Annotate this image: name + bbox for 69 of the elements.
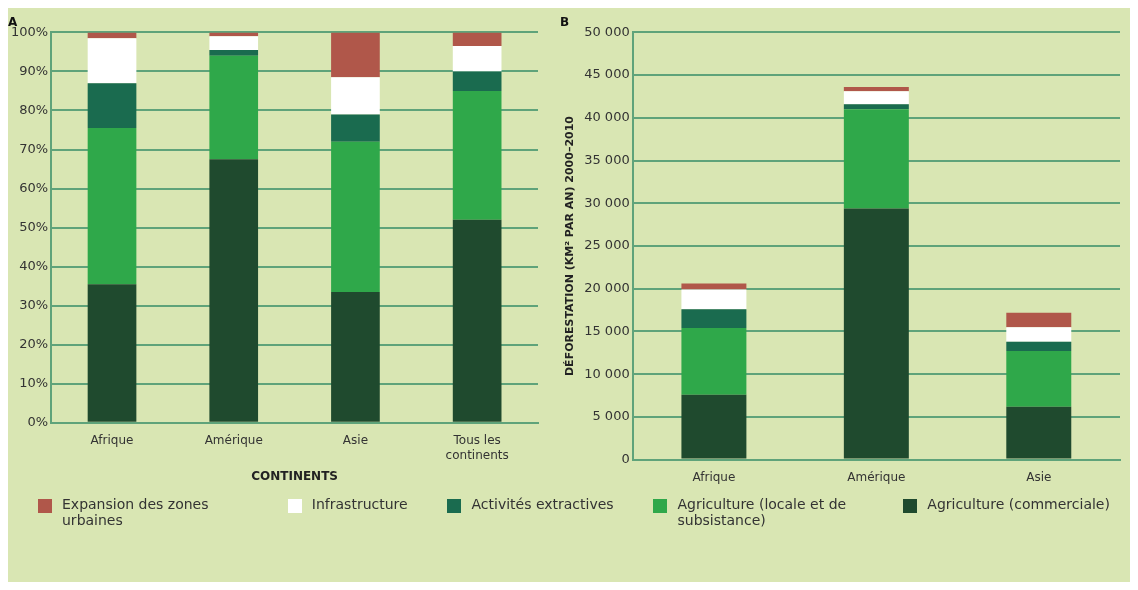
bar bbox=[681, 394, 747, 459]
bar bbox=[1006, 406, 1072, 459]
bar bbox=[452, 46, 502, 72]
y-tick-label: 5 000 bbox=[592, 408, 630, 424]
bar bbox=[87, 38, 137, 84]
legend-label: Infrastructure bbox=[311, 496, 408, 512]
bar bbox=[681, 309, 747, 329]
bar bbox=[209, 49, 259, 56]
bar bbox=[681, 283, 747, 290]
x-tick-label: Amérique bbox=[847, 469, 906, 484]
y-tick-label: 50 000 bbox=[584, 23, 630, 39]
bar bbox=[452, 90, 502, 220]
bar bbox=[331, 114, 380, 142]
bar bbox=[209, 159, 259, 422]
legend-label: Expansion des zones urbaines bbox=[62, 496, 210, 528]
legend-label: Agriculture (commerciale) bbox=[927, 496, 1110, 512]
x-tick-label: Asie bbox=[342, 433, 369, 448]
y-tick-label: 90% bbox=[19, 62, 49, 78]
y-tick-label: 40 000 bbox=[584, 109, 630, 125]
y-tick-label: 35 000 bbox=[584, 151, 630, 167]
bar bbox=[843, 208, 909, 459]
bar bbox=[452, 32, 502, 47]
x-tick-label: Afrique bbox=[90, 433, 134, 448]
bar bbox=[331, 141, 380, 293]
y-tick-label: 10% bbox=[19, 375, 49, 391]
bar bbox=[452, 219, 502, 422]
y-tick-label: 40% bbox=[19, 258, 49, 274]
x-tick-label: Tous les continents bbox=[445, 433, 509, 462]
y-tick-label: 50% bbox=[19, 218, 49, 234]
legend-label: Agriculture (locale et de subsistance) bbox=[677, 496, 848, 528]
bar bbox=[681, 328, 747, 395]
y-tick-label: 20% bbox=[19, 336, 49, 352]
bar bbox=[843, 109, 909, 209]
y-tick-label: 70% bbox=[19, 140, 49, 156]
y-tick-label: 60% bbox=[19, 179, 49, 195]
bar bbox=[843, 104, 909, 110]
y-tick-label: 30% bbox=[19, 297, 49, 313]
y-tick-label: 80% bbox=[19, 101, 49, 117]
bar bbox=[331, 77, 380, 115]
y-tick-label: 0 bbox=[621, 450, 630, 466]
x-tick-label: Amérique bbox=[204, 433, 263, 448]
bar bbox=[331, 292, 380, 422]
bar bbox=[209, 36, 259, 50]
y-tick-label: 30 000 bbox=[584, 194, 630, 210]
bar bbox=[1006, 341, 1072, 352]
y-tick-label: 20 000 bbox=[584, 280, 630, 296]
x-tick-label: Afrique bbox=[692, 469, 736, 484]
bar bbox=[331, 32, 380, 78]
bar bbox=[843, 91, 909, 105]
y-tick-label: 45 000 bbox=[584, 66, 630, 82]
bar bbox=[681, 289, 747, 310]
y-axis-title: DÉFORESTATION (KM² PAR AN) 2000–2010 bbox=[563, 115, 577, 377]
bar bbox=[1006, 312, 1072, 328]
legend-label: Activités extractives bbox=[471, 496, 614, 512]
bar bbox=[843, 87, 909, 92]
bar bbox=[1006, 327, 1072, 342]
bar bbox=[87, 128, 137, 285]
y-tick-label: 0% bbox=[27, 414, 49, 430]
y-tick-label: 10 000 bbox=[584, 365, 630, 381]
x-axis-title: CONTINENTS bbox=[251, 468, 338, 483]
y-tick-label: 25 000 bbox=[584, 237, 630, 253]
x-tick-label: Asie bbox=[1026, 469, 1052, 484]
bar bbox=[209, 55, 259, 160]
bar bbox=[87, 83, 137, 129]
bar bbox=[452, 71, 502, 91]
chart-title: B bbox=[560, 15, 570, 30]
bar bbox=[87, 284, 137, 422]
y-tick-label: 15 000 bbox=[584, 322, 630, 338]
bar bbox=[1006, 351, 1072, 407]
